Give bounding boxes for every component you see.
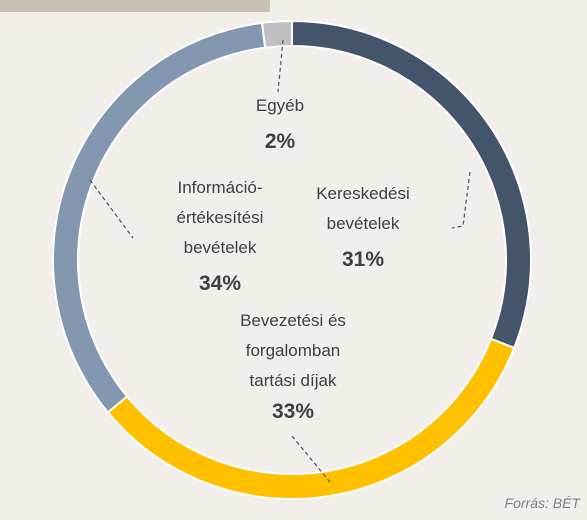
category-label: Egyéb [256,96,304,115]
donut [52,19,532,500]
header-bar [0,0,270,12]
value-label: 34% [199,272,241,295]
donut-segment [260,19,293,49]
category-label: Információ-értékesítési bevételek [177,178,264,257]
leader-line [89,179,134,239]
source-note: Forrás: BÉT [505,495,582,511]
value-label: 31% [342,248,384,271]
value-label: 2% [265,130,296,153]
category-label: Bevezetési és forgalomban tartási díjak [240,311,346,390]
leader-line [291,435,331,483]
value-label: 33% [272,400,314,423]
leader-line [451,171,471,229]
category-label: Kereskedési bevételek [316,184,410,233]
leader-line [277,39,284,93]
